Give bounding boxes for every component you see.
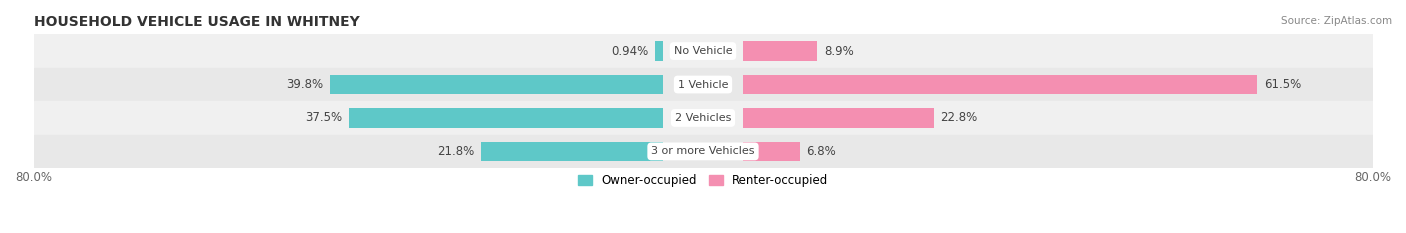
Text: 21.8%: 21.8% — [437, 145, 474, 158]
Bar — [34, 135, 1372, 168]
Bar — [742, 142, 800, 161]
Bar — [655, 41, 664, 61]
Text: 1 Vehicle: 1 Vehicle — [678, 79, 728, 89]
Bar — [330, 75, 664, 94]
Text: 8.9%: 8.9% — [824, 45, 853, 58]
Text: 0.94%: 0.94% — [612, 45, 648, 58]
Bar — [742, 41, 817, 61]
Text: 37.5%: 37.5% — [305, 111, 343, 124]
Text: 61.5%: 61.5% — [1264, 78, 1302, 91]
Bar — [481, 142, 664, 161]
Bar — [350, 108, 664, 128]
Bar — [34, 34, 1372, 68]
Bar — [34, 68, 1372, 101]
Text: 6.8%: 6.8% — [807, 145, 837, 158]
Text: HOUSEHOLD VEHICLE USAGE IN WHITNEY: HOUSEHOLD VEHICLE USAGE IN WHITNEY — [34, 15, 360, 29]
Text: No Vehicle: No Vehicle — [673, 46, 733, 56]
Bar — [742, 75, 1257, 94]
Bar — [34, 101, 1372, 135]
Text: 39.8%: 39.8% — [287, 78, 323, 91]
Bar — [742, 108, 934, 128]
Text: 2 Vehicles: 2 Vehicles — [675, 113, 731, 123]
Text: 3 or more Vehicles: 3 or more Vehicles — [651, 146, 755, 156]
Text: Source: ZipAtlas.com: Source: ZipAtlas.com — [1281, 16, 1392, 26]
Text: 22.8%: 22.8% — [941, 111, 977, 124]
Legend: Owner-occupied, Renter-occupied: Owner-occupied, Renter-occupied — [572, 169, 834, 192]
